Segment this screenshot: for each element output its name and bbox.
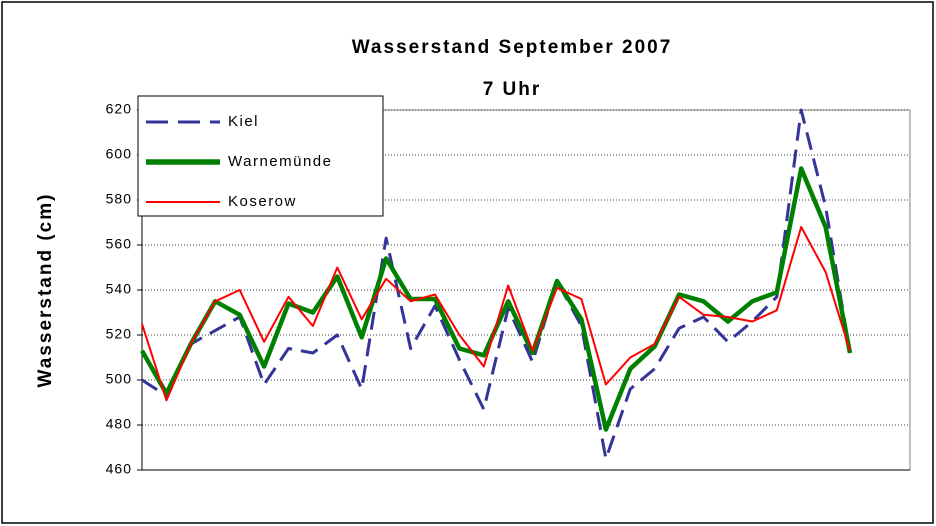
y-tick-label: 540: [106, 281, 132, 297]
chart-title: Wasserstand September 2007: [352, 37, 673, 58]
y-tick-label: 580: [106, 191, 132, 207]
series-line: [141, 108, 852, 461]
legend-label: Koserow: [228, 193, 297, 210]
y-tick-label: 600: [106, 146, 132, 162]
y-tick-label: 620: [106, 101, 132, 117]
y-tick-label: 480: [106, 416, 132, 432]
y-tick-label: 520: [106, 326, 132, 342]
chart-subtitle: 7 Uhr: [483, 79, 542, 100]
y-tick-label: 460: [106, 461, 132, 477]
y-axis-label: Wasserstand (cm): [35, 193, 56, 388]
legend-label: Warnemünde: [228, 153, 333, 170]
legend-label: Kiel: [228, 113, 259, 130]
y-tick-label: 560: [106, 236, 132, 252]
series-line: [141, 226, 851, 402]
y-tick-label: 500: [106, 371, 132, 387]
legend-box: [137, 95, 384, 217]
